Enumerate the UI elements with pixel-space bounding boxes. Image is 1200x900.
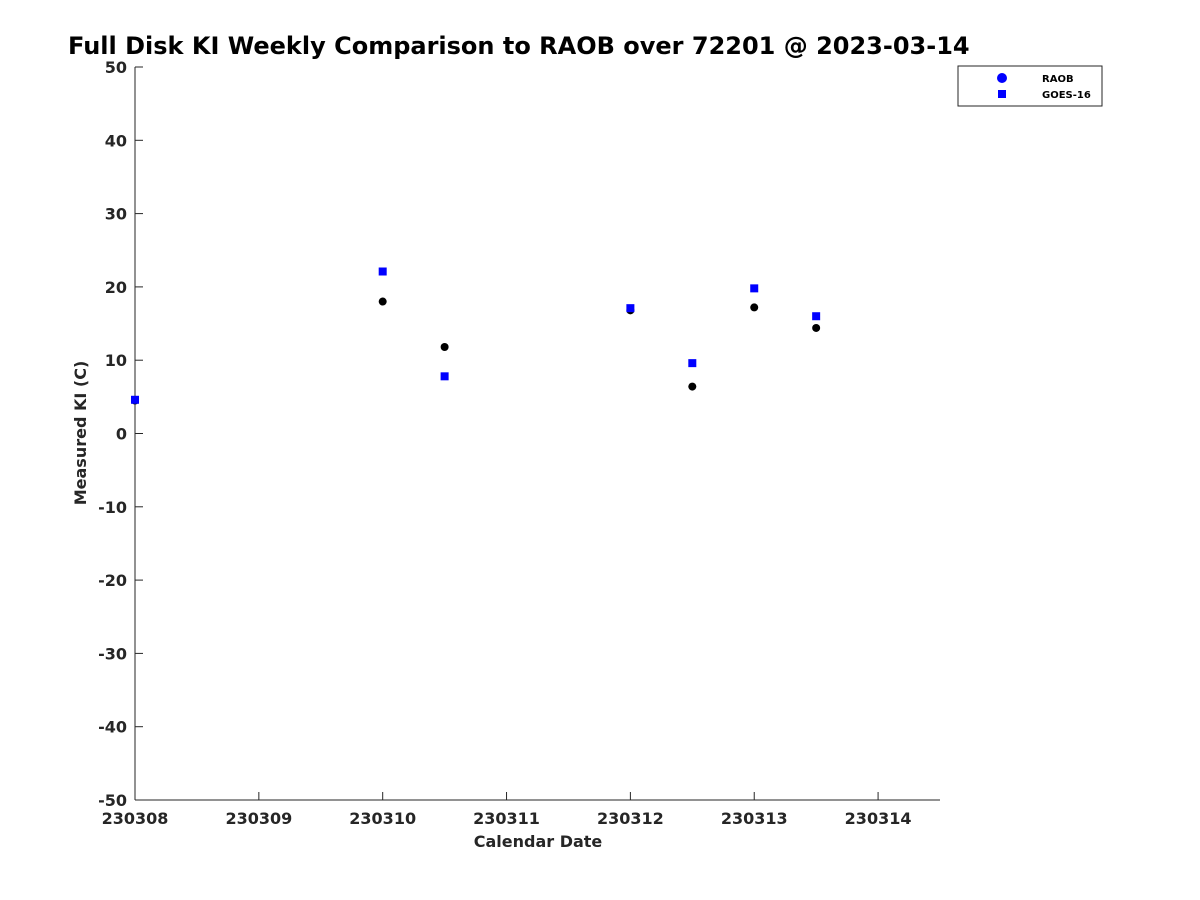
y-tick-label: 10 [105, 351, 127, 370]
goes-16-point [440, 372, 449, 381]
y-tick-label: 0 [116, 425, 127, 444]
raob-point [688, 382, 697, 391]
y-tick-label: -30 [98, 644, 127, 663]
x-axis-ticks: 230308 230309 230310 230311 230312 230313 2303… [102, 792, 912, 828]
y-tick-label: -20 [98, 571, 127, 590]
legend-raob-marker [997, 73, 1007, 83]
goes-16-point [626, 304, 635, 313]
x-axis-label: Calendar Date [474, 832, 603, 851]
raob-point [812, 323, 821, 332]
chart-title: Full Disk KI Weekly Comparison to RAOB o… [68, 32, 970, 60]
raob-point [750, 303, 759, 312]
plot-marks [131, 267, 821, 405]
raob-point [378, 297, 387, 306]
y-tick-label: 40 [105, 131, 127, 150]
y-tick-label: 50 [105, 58, 127, 77]
raob-point [440, 343, 449, 352]
y-axis-ticks: 50 40 30 20 10 0 -10 -20 -30 -40 -50 [98, 58, 143, 810]
y-tick-label: -40 [98, 718, 127, 737]
legend: RAOB GOES-16 [957, 65, 1103, 107]
x-tick-label: 230310 [349, 809, 416, 828]
legend-goes-marker [998, 90, 1006, 98]
x-tick-label: 230313 [721, 809, 788, 828]
goes-16-point [378, 267, 387, 276]
legend-raob-label: RAOB [1042, 74, 1074, 85]
y-tick-label: 20 [105, 278, 127, 297]
x-tick-label: 230309 [225, 809, 292, 828]
y-axis-label: Measured KI (C) [71, 361, 90, 506]
goes-16-point [812, 312, 821, 321]
x-tick-label: 230314 [845, 809, 912, 828]
x-tick-label: 230312 [597, 809, 664, 828]
goes-16-point [750, 284, 759, 293]
axes [134, 67, 940, 801]
x-tick-label: 230308 [102, 809, 169, 828]
goes-16-point [131, 395, 139, 404]
legend-goes-label: GOES-16 [1042, 90, 1091, 101]
legend-box [957, 65, 1103, 107]
goes-16-point [688, 359, 697, 368]
y-tick-label: -10 [98, 498, 127, 517]
y-tick-label: 30 [105, 205, 127, 224]
y-tick-label: -50 [98, 791, 127, 810]
x-tick-label: 230311 [473, 809, 540, 828]
